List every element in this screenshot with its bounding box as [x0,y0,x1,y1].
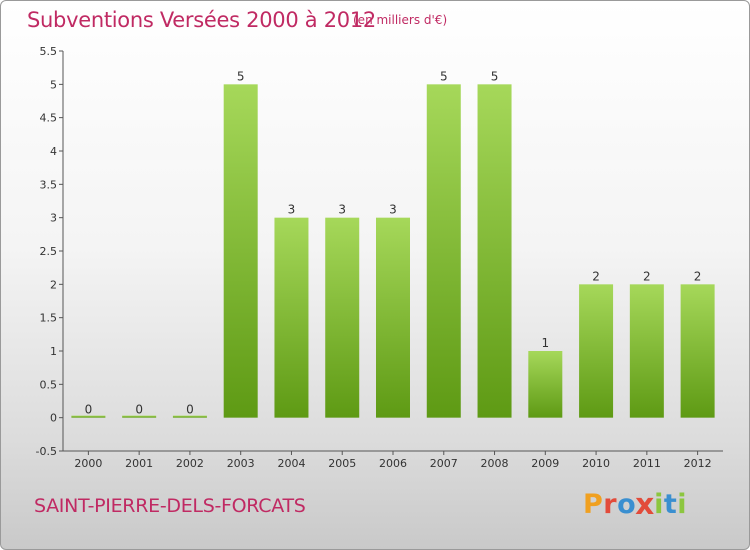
logo-letter: t [663,489,678,520]
chart-unit-label: (en milliers d'€) [353,13,448,27]
data-label: 2 [643,269,651,283]
bar [325,217,360,418]
proxiti-logo: Proxiti [583,487,688,522]
y-tick-label: 5 [50,78,57,91]
x-tick-label: 2005 [328,457,356,470]
data-label: 0 [135,403,143,417]
y-tick-label: 4.5 [40,112,58,125]
x-tick-label: 2002 [176,457,204,470]
data-label: 2 [592,269,600,283]
y-tick-label: 3 [50,212,57,225]
bar [223,84,258,418]
y-tick-label: 5.5 [40,45,58,58]
data-label: 0 [85,403,93,417]
chart-bars [71,84,715,418]
data-label: 3 [288,203,296,217]
logo-letter: x [635,487,656,522]
bar [477,84,512,418]
data-label: 3 [338,203,346,217]
chart-title: Subventions Versées 2000 à 2012 [27,8,376,32]
y-tick-label: 2.5 [40,245,58,258]
x-tick-label: 2000 [74,457,102,470]
x-tick-label: 2003 [227,457,255,470]
bar [274,217,309,418]
y-tick-label: 0 [50,412,57,425]
bar [122,415,157,418]
location-name: SAINT-PIERRE-DELS-FORCATS [34,495,306,517]
y-tick-label: 3.5 [40,178,58,191]
logo-letter: r [603,489,618,520]
x-tick-label: 2011 [633,457,661,470]
x-tick-label: 2010 [582,457,610,470]
y-tick-label: 1.5 [40,312,58,325]
bar [376,217,410,418]
x-tick-label: 2012 [684,457,712,470]
data-label: 2 [694,269,702,283]
x-tick-label: 2007 [430,457,458,470]
logo-letter: i [677,489,688,520]
logo-letter: P [583,489,604,520]
data-label: 5 [491,69,499,83]
y-tick-label: 4 [50,145,57,158]
logo-letter: i [654,489,664,520]
y-tick-label: -0.5 [36,445,57,458]
chart-data-labels: 0 0 0 5 3 3 3 5 5 1 2 2 2 [85,69,702,416]
y-tick-label: 1 [50,345,57,358]
x-tick-label: 2004 [277,457,305,470]
data-label: 0 [186,403,194,417]
bar [71,415,106,418]
bar [426,84,461,418]
x-tick-label: 2008 [481,457,509,470]
data-label: 5 [237,69,245,83]
x-tick-label: 2006 [379,457,407,470]
bar [629,284,664,418]
bar [528,351,563,418]
data-label: 5 [440,69,448,83]
x-tick-label: 2001 [125,457,153,470]
logo-letter: o [617,489,637,520]
bar [680,284,715,418]
y-tick-label: 0.5 [40,378,58,391]
bar [172,415,207,418]
bar [579,284,614,418]
x-tick-label: 2009 [531,457,559,470]
data-label: 1 [541,336,549,350]
y-tick-label: 2 [50,278,57,291]
data-label: 3 [389,203,397,217]
